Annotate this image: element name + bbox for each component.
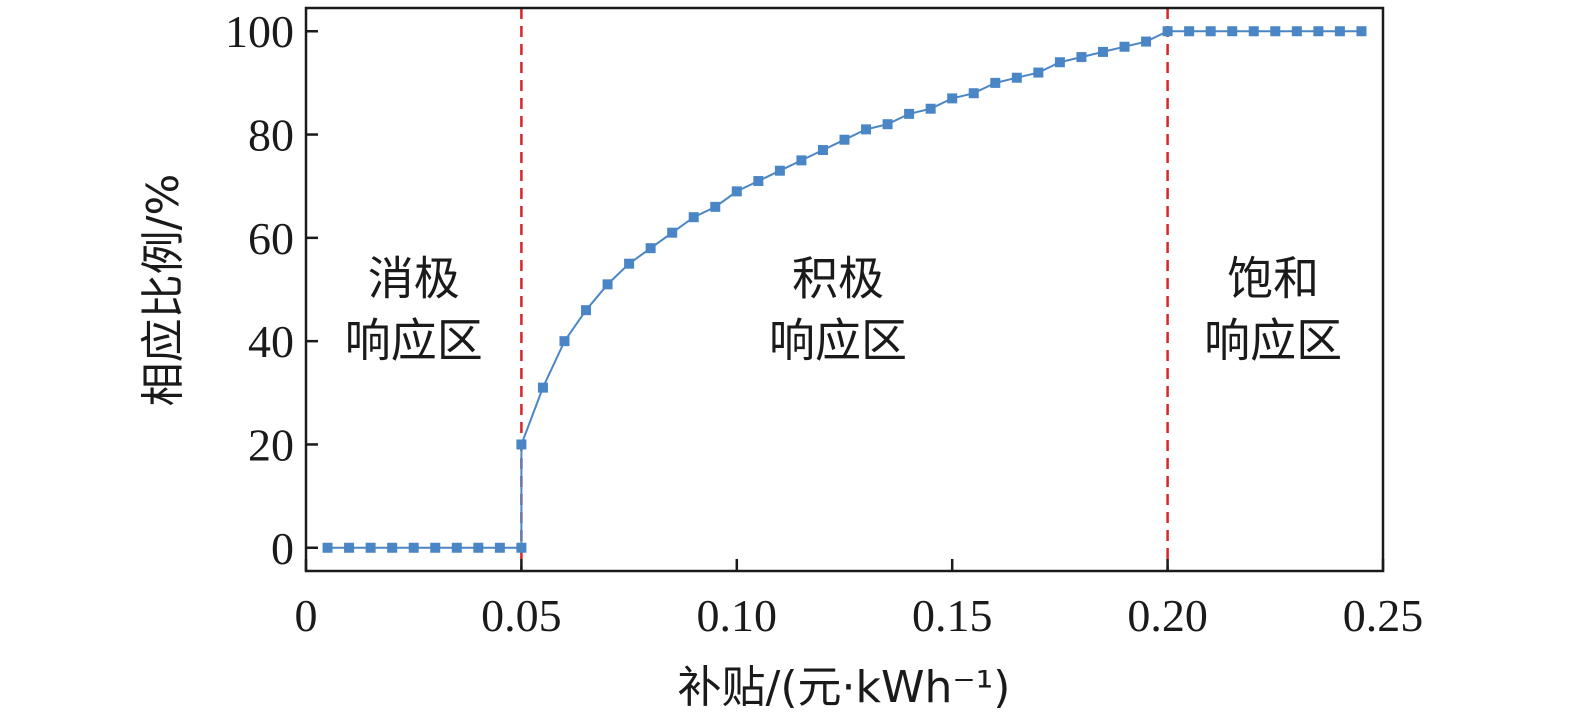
region-label: 响应区 [345, 314, 483, 368]
x-tick-label: 0 [295, 590, 318, 641]
y-tick-label: 80 [248, 110, 294, 161]
series-layer [322, 26, 1367, 553]
region-label: 响应区 [1204, 314, 1342, 368]
data-point [537, 382, 548, 393]
data-point [581, 305, 592, 316]
data-point [1162, 26, 1173, 37]
data-point [1076, 52, 1087, 63]
y-tick-label: 60 [248, 213, 294, 264]
data-point [667, 227, 678, 238]
data-point [1141, 36, 1152, 47]
data-point [1313, 26, 1324, 37]
y-tick-label: 40 [248, 316, 294, 367]
data-point [645, 243, 656, 254]
data-point [516, 542, 527, 553]
data-point [322, 542, 333, 553]
data-point [990, 77, 1001, 88]
data-point [1205, 26, 1216, 37]
y-tick-label: 100 [225, 6, 294, 57]
data-point [1356, 26, 1367, 37]
data-point [731, 186, 742, 197]
data-point [408, 542, 419, 553]
data-point [947, 93, 958, 104]
y-tick-label: 20 [248, 419, 294, 470]
data-point [602, 279, 613, 290]
data-point [925, 103, 936, 114]
data-point [1011, 72, 1022, 83]
region-label: 响应区 [769, 314, 907, 368]
data-point [516, 439, 527, 450]
data-point [904, 108, 915, 119]
data-point [1248, 26, 1259, 37]
data-point [968, 88, 979, 99]
data-point [1334, 26, 1345, 37]
data-point [494, 542, 505, 553]
data-point [753, 176, 764, 187]
data-point [1097, 46, 1108, 57]
data-point [839, 134, 850, 145]
x-tick-label: 0.05 [481, 590, 562, 641]
x-tick-label: 0.10 [697, 590, 778, 641]
x-tick-label: 0.20 [1127, 590, 1208, 641]
data-point [473, 542, 484, 553]
x-axis-label: 补贴/(元·kWh⁻¹) [678, 662, 1011, 713]
y-axis-label: 相应比例/% [138, 174, 189, 407]
region-label: 消极 [368, 252, 460, 306]
data-point [861, 124, 872, 135]
region-label: 饱和 [1227, 252, 1319, 306]
data-point [624, 258, 635, 269]
data-point [387, 542, 398, 553]
data-point [430, 542, 441, 553]
plot-area-frame [304, 6, 1385, 573]
data-point [774, 165, 785, 176]
y-tick-label: 0 [271, 523, 294, 574]
x-tick-label: 0.15 [912, 590, 993, 641]
data-point [451, 542, 462, 553]
region-label: 积极 [792, 252, 884, 306]
data-point [559, 336, 570, 347]
data-point [817, 145, 828, 156]
data-point [688, 212, 699, 223]
data-point [1119, 41, 1130, 52]
data-point [1054, 57, 1065, 68]
data-point [1270, 26, 1281, 37]
axes-layer: 0 0.05 0.10 0.15 0.20 0.25 0 20 40 60 80 100 [225, 6, 1423, 641]
data-point [1227, 26, 1238, 37]
data-point [796, 155, 807, 166]
data-point [1033, 67, 1044, 78]
data-point [344, 542, 355, 553]
x-tick-label: 0.25 [1343, 590, 1424, 641]
data-point [1184, 26, 1195, 37]
data-point [882, 119, 893, 130]
data-point [710, 201, 721, 212]
data-point [365, 542, 376, 553]
data-point [1291, 26, 1302, 37]
